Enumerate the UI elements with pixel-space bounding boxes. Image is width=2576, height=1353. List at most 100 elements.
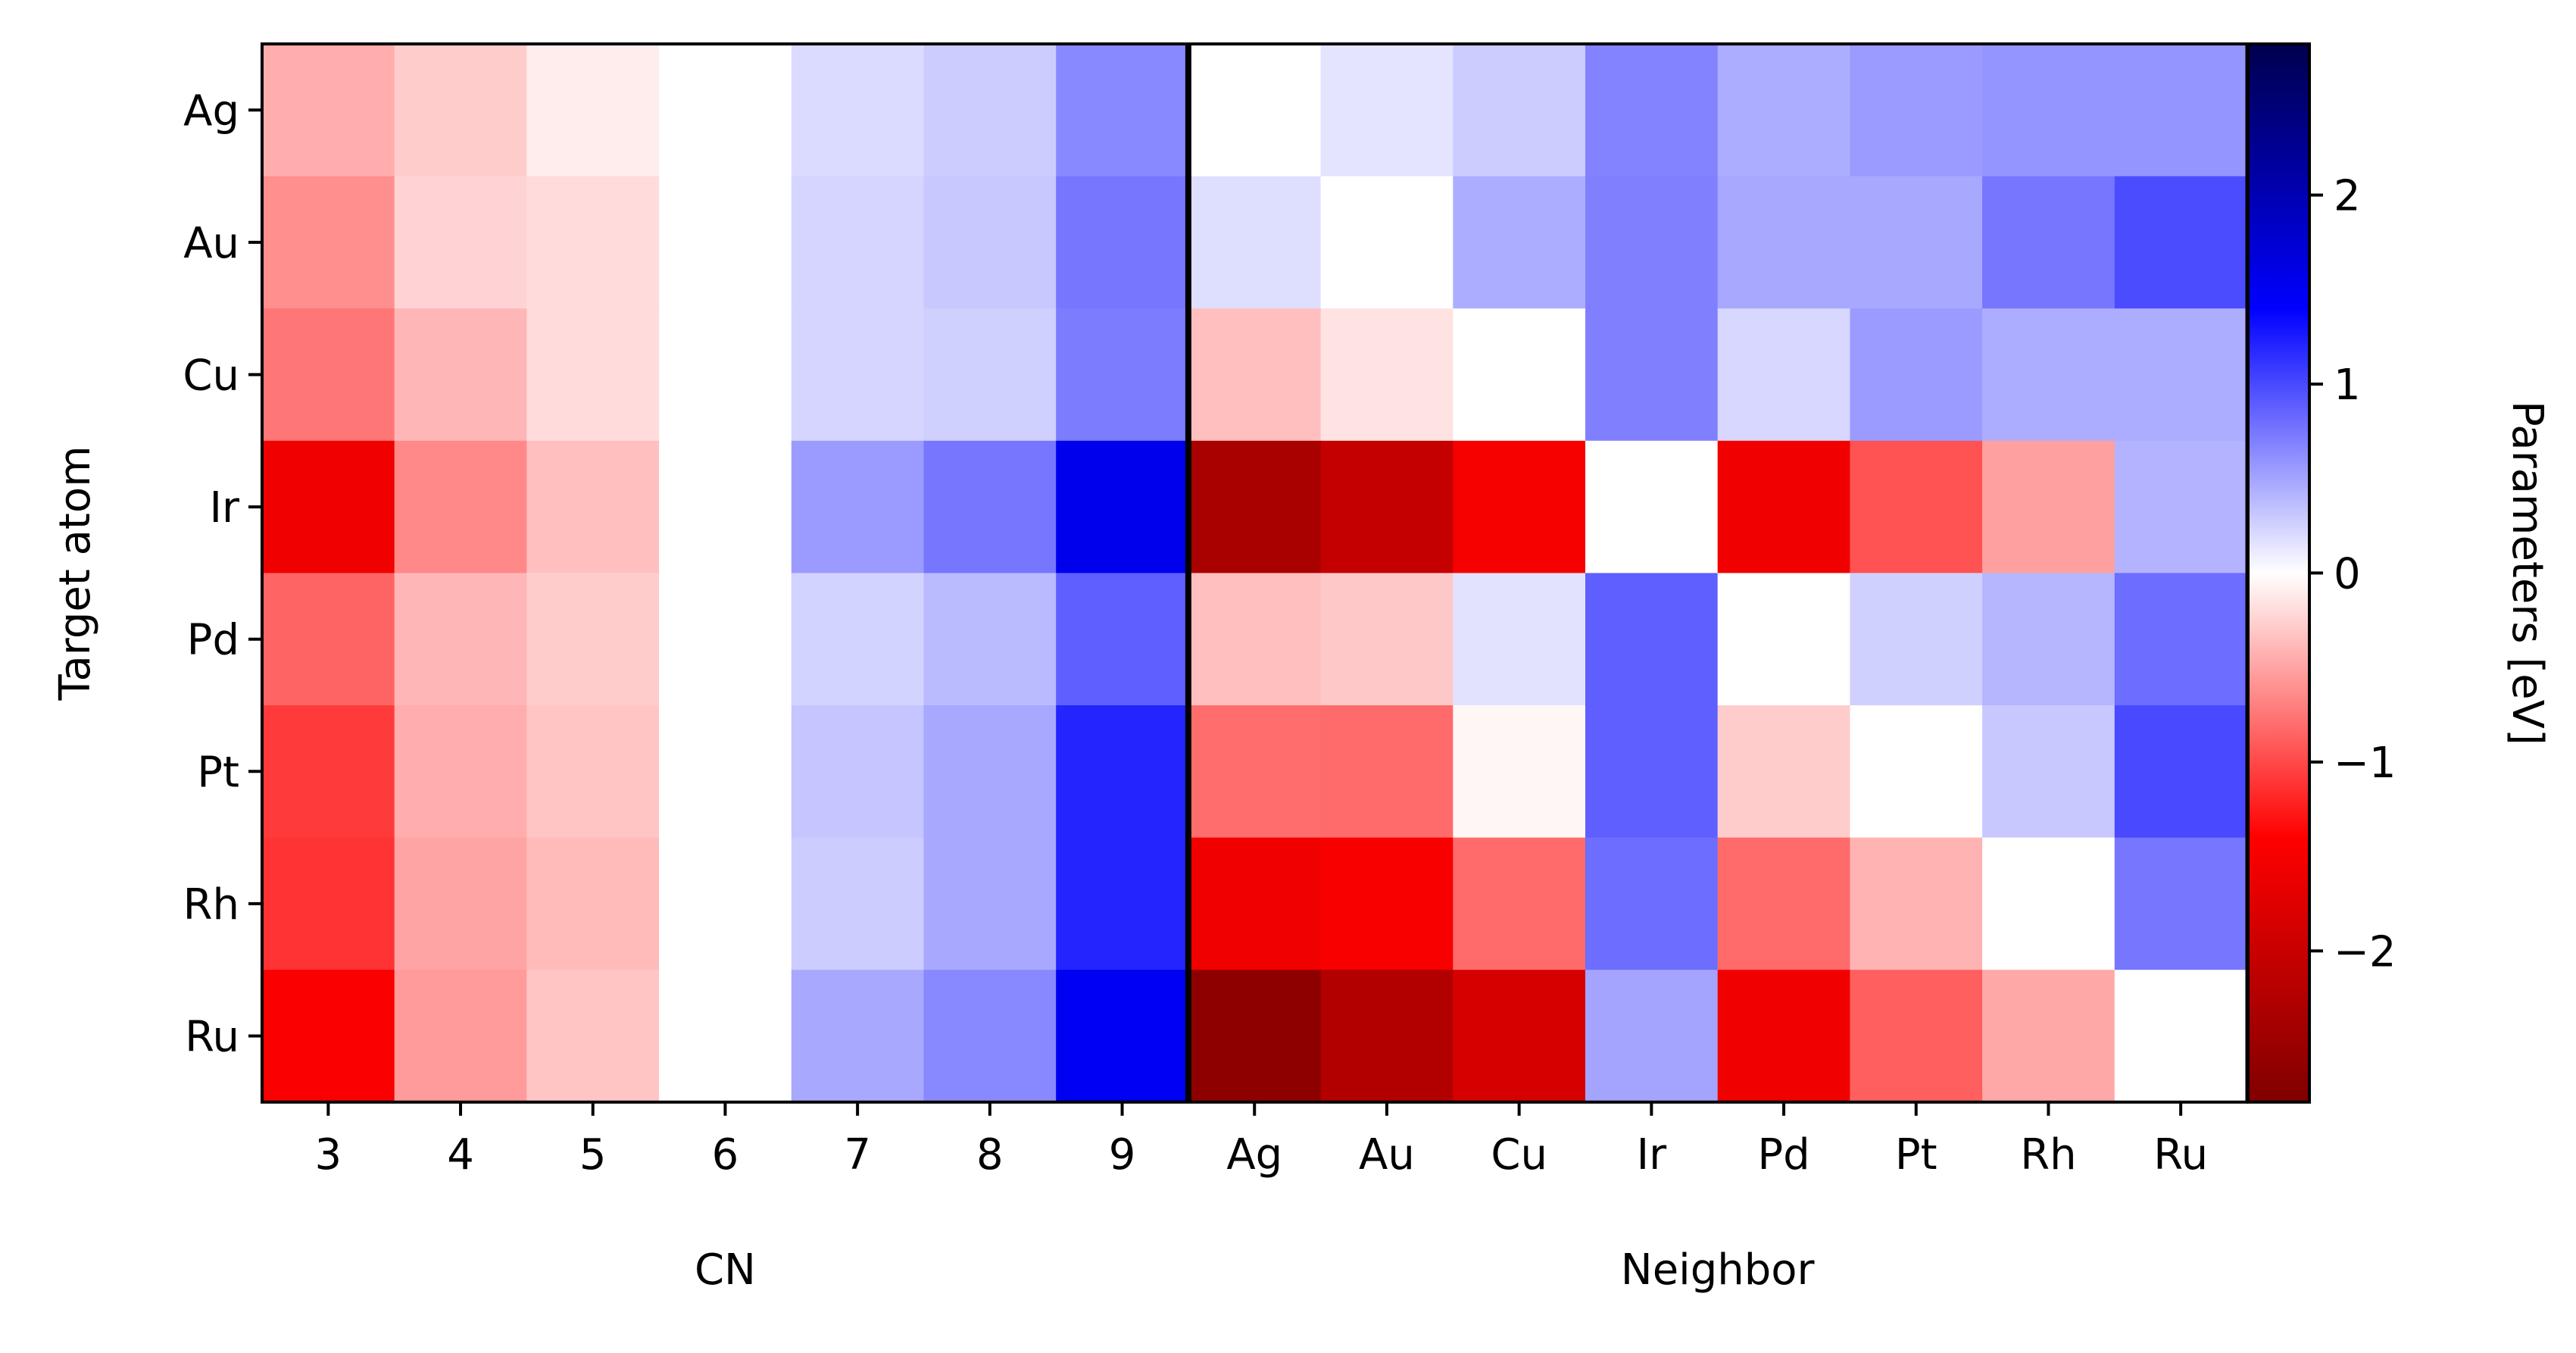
heatmap-cell-au-cu xyxy=(1453,176,1586,309)
heatmap-cell-pt-8 xyxy=(923,705,1057,839)
heatmap-cell-au-9 xyxy=(1056,176,1189,309)
heatmap-cell-cu-pt xyxy=(1850,308,1983,442)
heatmap-cell-pt-ru xyxy=(2114,705,2248,839)
heatmap-cell-rh-4 xyxy=(394,837,528,970)
heatmap-cell-pd-ru xyxy=(2114,573,2248,706)
heatmap-cell-cu-cu xyxy=(1453,308,1586,442)
x-tick-label-5: 5 xyxy=(579,1130,607,1180)
y-tick-label-rh: Rh xyxy=(183,880,239,930)
heatmap-cell-cu-ru xyxy=(2114,308,2248,442)
heatmap-cell-cu-pd xyxy=(1717,308,1851,442)
heatmap-cell-ru-8 xyxy=(923,970,1057,1103)
heatmap-cell-rh-ag xyxy=(1188,837,1322,970)
heatmap-cell-ag-3 xyxy=(262,44,395,177)
heatmap-cell-au-8 xyxy=(923,176,1057,309)
heatmap-cell-ag-rh xyxy=(1982,44,2115,177)
heatmap-cell-au-rh xyxy=(1982,176,2115,309)
heatmap-cell-cu-5 xyxy=(526,308,660,442)
x-tick-label-ru: Ru xyxy=(2153,1130,2208,1180)
heatmap-cell-ag-pd xyxy=(1717,44,1851,177)
y-tick-label-ag: Ag xyxy=(183,86,239,136)
heatmap-cell-ag-6 xyxy=(659,44,792,177)
heatmap-cell-ir-8 xyxy=(923,440,1057,574)
heatmap-cell-ru-5 xyxy=(526,970,660,1103)
heatmap-cell-ag-8 xyxy=(923,44,1057,177)
x-tick-label-9: 9 xyxy=(1109,1130,1136,1180)
heatmap-cell-pt-pd xyxy=(1717,705,1851,839)
x-tick-label-ir: Ir xyxy=(1637,1130,1668,1180)
heatmap-cell-cu-ag xyxy=(1188,308,1322,442)
colorbar-tick-label-1: −1 xyxy=(2334,739,2396,788)
heatmap-cell-au-7 xyxy=(791,176,925,309)
heatmap-cell-ir-pt xyxy=(1850,440,1983,574)
y-tick-label-ru: Ru xyxy=(185,1013,239,1062)
heatmap-cell-ir-ru xyxy=(2114,440,2248,574)
heatmap-cell-pd-8 xyxy=(923,573,1057,706)
heatmap-cell-pt-7 xyxy=(791,705,925,839)
heatmap-cell-ru-ru xyxy=(2114,970,2248,1103)
heatmap-cell-ru-4 xyxy=(394,970,528,1103)
heatmap-cell-ir-au xyxy=(1320,440,1454,574)
heatmap-cell-ag-5 xyxy=(526,44,660,177)
heatmap-cell-rh-5 xyxy=(526,837,660,970)
heatmap-cell-cu-7 xyxy=(791,308,925,442)
heatmap-cell-au-ir xyxy=(1585,176,1719,309)
y-tick-label-pt: Pt xyxy=(197,748,239,797)
heatmap-cell-ru-cu xyxy=(1453,970,1586,1103)
heatmap-cell-pd-pt xyxy=(1850,573,1983,706)
colorbar-tick-label-4: 2 xyxy=(2334,172,2361,221)
heatmap-cell-pd-4 xyxy=(394,573,528,706)
heatmap-cell-cu-6 xyxy=(659,308,792,442)
heatmap-cell-ru-pd xyxy=(1717,970,1851,1103)
colorbar-tick-label-2: 0 xyxy=(2334,549,2361,598)
x-tick-label-pt: Pt xyxy=(1895,1130,1937,1180)
heatmap-cell-pd-ag xyxy=(1188,573,1322,706)
colorbar xyxy=(2247,42,2311,1104)
heatmap-cell-rh-7 xyxy=(791,837,925,970)
colorbar-tick-label-3: 1 xyxy=(2334,361,2361,410)
heatmap-cell-au-au xyxy=(1320,176,1454,309)
heatmap-cell-rh-pd xyxy=(1717,837,1851,970)
x-tick-label-8: 8 xyxy=(976,1130,1004,1180)
y-tick-label-au: Au xyxy=(183,219,239,268)
heatmap-cell-ag-ag xyxy=(1188,44,1322,177)
heatmap-cell-pt-6 xyxy=(659,705,792,839)
heatmap-cell-ru-7 xyxy=(791,970,925,1103)
x-tick-label-cu: Cu xyxy=(1491,1130,1547,1180)
heatmap-cell-cu-rh xyxy=(1982,308,2115,442)
heatmap-cell-pt-ag xyxy=(1188,705,1322,839)
heatmap-cell-au-5 xyxy=(526,176,660,309)
heatmap-cell-ir-pd xyxy=(1717,440,1851,574)
heatmap-cell-rh-8 xyxy=(923,837,1057,970)
heatmap-cell-cu-4 xyxy=(394,308,528,442)
heatmap-cell-cu-9 xyxy=(1056,308,1189,442)
heatmap-cell-pd-7 xyxy=(791,573,925,706)
x-tick-label-6: 6 xyxy=(712,1130,739,1180)
y-axis-label: Target atom xyxy=(51,445,100,701)
heatmap-cell-ag-pt xyxy=(1850,44,1983,177)
heatmap-cell-ir-ag xyxy=(1188,440,1322,574)
heatmap-cell-rh-ru xyxy=(2114,837,2248,970)
heatmap-cell-ag-ru xyxy=(2114,44,2248,177)
y-tick-label-cu: Cu xyxy=(183,352,239,401)
heatmap-cell-ru-9 xyxy=(1056,970,1189,1103)
heatmap-cell-pt-rh xyxy=(1982,705,2115,839)
x-tick-label-3: 3 xyxy=(315,1130,342,1180)
heatmap-cell-rh-3 xyxy=(262,837,395,970)
heatmap-cell-au-ru xyxy=(2114,176,2248,309)
heatmap-cell-cu-3 xyxy=(262,308,395,442)
x-tick-label-au: Au xyxy=(1359,1130,1415,1180)
heatmap-cell-au-6 xyxy=(659,176,792,309)
group-label-cn: CN xyxy=(695,1245,756,1295)
heatmap-cell-pd-6 xyxy=(659,573,792,706)
heatmap-cell-pd-9 xyxy=(1056,573,1189,706)
heatmap-cell-pt-au xyxy=(1320,705,1454,839)
heatmap-cell-ru-pt xyxy=(1850,970,1983,1103)
heatmap-cell-rh-cu xyxy=(1453,837,1586,970)
heatmap-cell-au-pd xyxy=(1717,176,1851,309)
heatmap-cell-pt-cu xyxy=(1453,705,1586,839)
x-tick-label-ag: Ag xyxy=(1226,1130,1282,1180)
heatmap-cell-pd-pd xyxy=(1717,573,1851,706)
heatmap-cell-cu-au xyxy=(1320,308,1454,442)
x-tick-label-4: 4 xyxy=(447,1130,474,1180)
